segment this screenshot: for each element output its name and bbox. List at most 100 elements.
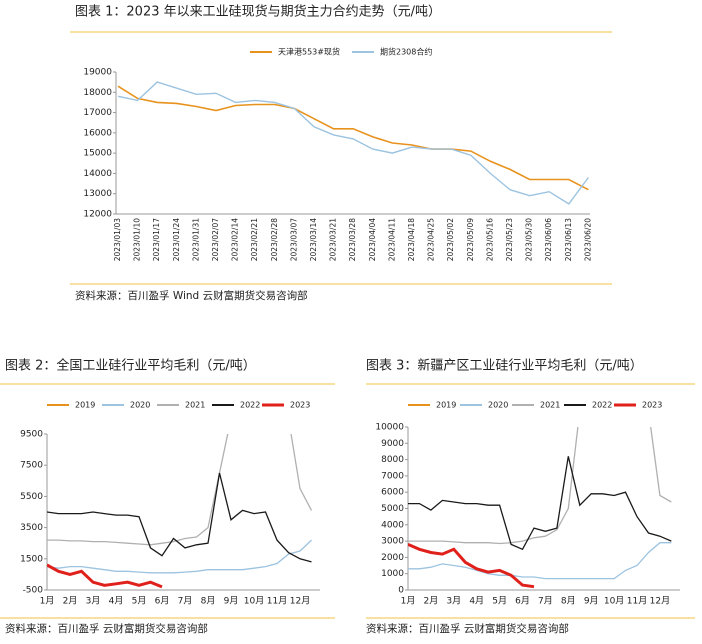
source: 资料来源：百川盈孚 Wind 云财富期货交易咨询部 xyxy=(75,289,308,302)
chart-title: 图表 1：2023 年以来工业硅现货与期货主力合约走势（元/吨） xyxy=(75,4,441,20)
legend-label: 2022 xyxy=(240,401,260,410)
x-tick-label: 2023/05/30 xyxy=(525,218,534,261)
x-tick-label: 2023/02/28 xyxy=(270,218,279,261)
x-tick-label: 2023/05/02 xyxy=(446,218,455,261)
x-tick-label: 2023/05/16 xyxy=(485,218,494,261)
x-tick-label: 2023/04/11 xyxy=(387,218,396,261)
series-line xyxy=(117,85,589,191)
x-tick-label: 10月 xyxy=(604,596,624,607)
x-tick-label: 2月 xyxy=(63,596,78,607)
x-tick-label: 2023/03/07 xyxy=(289,218,298,261)
y-tick-label: 3500 xyxy=(20,523,43,533)
x-tick-label: 2月 xyxy=(424,596,439,607)
series-line xyxy=(408,542,672,580)
x-tick-label: 2023/01/10 xyxy=(133,218,142,261)
x-tick-label: 8月 xyxy=(201,596,216,607)
y-tick-label: -500 xyxy=(23,586,44,596)
y-tick-label: 5500 xyxy=(20,492,43,502)
series-line xyxy=(47,563,163,589)
source: 资料来源：百川盈孚 云财富期货交易咨询部 xyxy=(366,622,569,635)
y-tick-label: 9500 xyxy=(20,430,43,440)
x-tick-label: 9月 xyxy=(224,596,239,607)
chart-title: 图表 2：全国工业硅行业平均毛利（元/吨） xyxy=(5,358,256,374)
series-line xyxy=(47,539,312,574)
y-tick-label: 7500 xyxy=(20,461,43,471)
y-tick-label: 2000 xyxy=(381,553,404,563)
legend-label: 2021 xyxy=(540,401,560,410)
x-tick-label: 2023/06/06 xyxy=(544,218,553,261)
series-line xyxy=(47,434,313,546)
y-tick-label: 3000 xyxy=(381,537,404,547)
x-tick-label: 2023/03/28 xyxy=(348,218,357,261)
y-tick-label: 1500 xyxy=(20,554,43,564)
legend-label: 2023 xyxy=(642,401,662,410)
x-tick-label: 2023/01/03 xyxy=(113,218,122,261)
y-tick-label: 9000 xyxy=(381,439,404,449)
x-tick-label: 4月 xyxy=(469,596,484,607)
legend-label: 2021 xyxy=(185,401,205,410)
y-tick-label: 5000 xyxy=(381,504,404,514)
x-tick-label: 2023/03/14 xyxy=(309,218,318,261)
x-tick-label: 2023/06/13 xyxy=(564,218,573,261)
legend-label: 天津港553#现货 xyxy=(278,47,340,57)
legend-label: 2020 xyxy=(130,401,150,410)
x-tick-label: 5月 xyxy=(492,596,507,607)
y-tick-label: 19000 xyxy=(83,68,112,78)
x-tick-label: 2023/01/17 xyxy=(152,218,161,261)
series-line xyxy=(117,81,589,205)
legend-label: 2020 xyxy=(488,401,508,410)
y-tick-label: 14000 xyxy=(83,169,112,179)
series-line xyxy=(408,427,672,545)
x-tick-label: 11月 xyxy=(627,596,647,607)
y-tick-label: 13000 xyxy=(83,189,112,199)
legend-label: 2019 xyxy=(75,401,95,410)
x-tick-label: 2023/02/14 xyxy=(231,218,240,261)
x-tick-label: 2023/04/25 xyxy=(427,218,436,261)
y-tick-label: 18000 xyxy=(83,88,112,98)
y-tick-label: 12000 xyxy=(83,210,112,220)
x-tick-label: 2023/05/23 xyxy=(505,218,514,261)
series-line xyxy=(47,472,312,563)
x-tick-label: 12月 xyxy=(290,596,310,607)
legend-label: 2023 xyxy=(290,401,310,410)
legend-label: 期货2308合约 xyxy=(380,47,432,57)
x-tick-label: 6月 xyxy=(155,596,170,607)
legend-label: 2022 xyxy=(592,401,612,410)
x-tick-label: 2023/04/04 xyxy=(368,218,377,261)
chart-title: 图表 3：新疆产区工业硅行业平均毛利（元/吨） xyxy=(366,358,643,374)
y-tick-label: 8000 xyxy=(381,455,404,465)
x-tick-label: 4月 xyxy=(109,596,124,607)
x-tick-label: 2023/04/18 xyxy=(407,218,416,261)
x-tick-label: 7月 xyxy=(178,596,193,607)
y-tick-label: 1000 xyxy=(381,569,404,579)
x-tick-label: 2023/01/24 xyxy=(172,218,181,261)
x-tick-label: 7月 xyxy=(538,596,553,607)
x-tick-label: 5月 xyxy=(132,596,147,607)
legend-label: 2019 xyxy=(436,401,456,410)
y-tick-label: 10000 xyxy=(375,423,404,433)
y-tick-label: 17000 xyxy=(83,108,112,118)
x-tick-label: 2023/05/09 xyxy=(466,218,475,261)
y-tick-label: 0 xyxy=(398,586,404,596)
x-tick-label: 1月 xyxy=(40,596,55,607)
x-tick-label: 2023/01/31 xyxy=(191,218,200,261)
x-tick-label: 6月 xyxy=(515,596,530,607)
x-tick-label: 2023/06/20 xyxy=(583,218,592,261)
y-tick-label: 6000 xyxy=(381,488,404,498)
x-tick-label: 11月 xyxy=(267,596,287,607)
x-tick-label: 3月 xyxy=(86,596,101,607)
x-tick-label: 3月 xyxy=(446,596,461,607)
x-tick-label: 8月 xyxy=(561,596,576,607)
y-tick-label: 15000 xyxy=(83,149,112,159)
series-line xyxy=(408,543,535,589)
y-tick-label: 16000 xyxy=(83,128,112,138)
x-tick-label: 9月 xyxy=(584,596,599,607)
y-tick-label: 7000 xyxy=(381,471,404,481)
x-tick-label: 2023/02/07 xyxy=(211,218,220,261)
x-tick-label: 2023/02/21 xyxy=(250,218,259,261)
x-tick-label: 1月 xyxy=(401,596,416,607)
y-tick-label: 4000 xyxy=(381,520,404,530)
series-line xyxy=(408,456,672,551)
x-tick-label: 10月 xyxy=(244,596,264,607)
x-tick-label: 2023/03/21 xyxy=(329,218,338,261)
